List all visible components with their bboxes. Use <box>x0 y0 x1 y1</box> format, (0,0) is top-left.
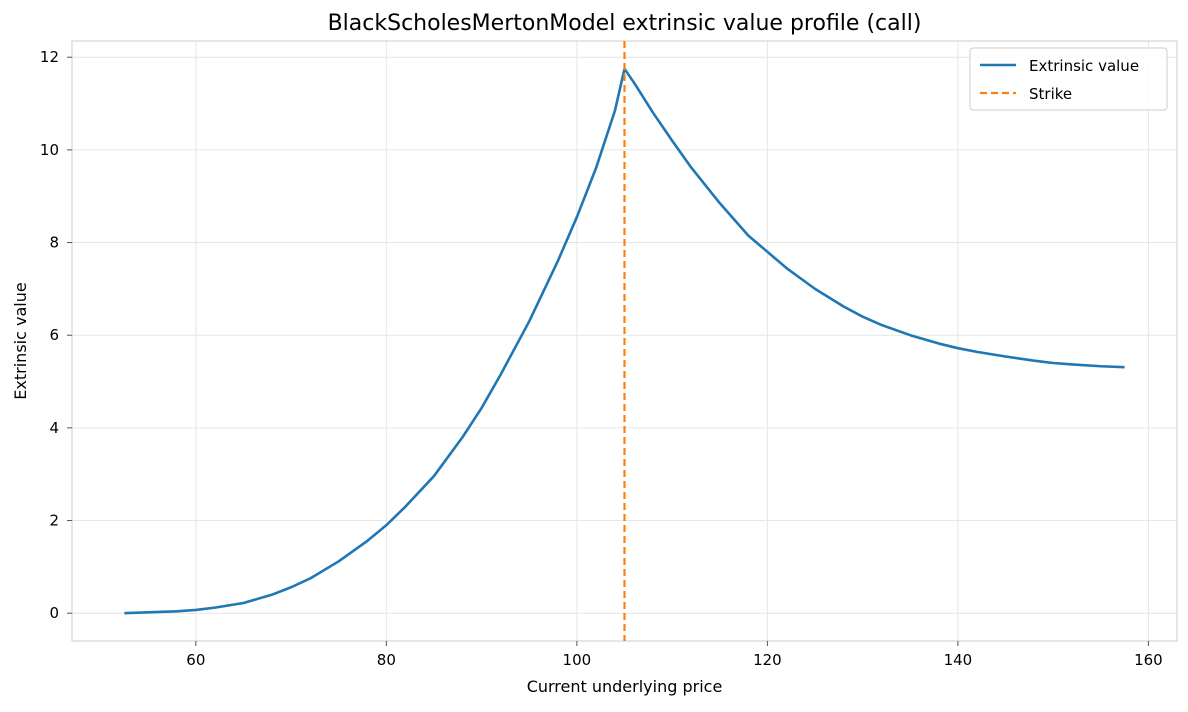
y-tick-label: 8 <box>49 234 59 252</box>
y-tick-label: 4 <box>49 419 59 437</box>
y-tick-label: 12 <box>40 48 59 66</box>
x-axis-label: Current underlying price <box>527 677 723 696</box>
x-tick-label: 80 <box>377 651 396 669</box>
axis-ticks: 60 80 100 120 140 160 0 2 4 6 8 10 12 <box>40 48 1163 669</box>
x-tick-label: 100 <box>563 651 592 669</box>
y-axis-label: Extrinsic value <box>11 282 30 399</box>
legend-box <box>969 47 1168 111</box>
series <box>124 41 1125 641</box>
legend: Extrinsic value Strike <box>969 47 1168 111</box>
x-tick-label: 60 <box>186 651 205 669</box>
y-tick-label: 10 <box>40 141 59 159</box>
y-tick-label: 0 <box>49 604 59 622</box>
legend-entry-extrinsic-value: Extrinsic value <box>1029 57 1139 75</box>
y-tick-label: 6 <box>49 326 59 344</box>
chart-title: BlackScholesMertonModel extrinsic value … <box>328 11 922 36</box>
x-tick-label: 120 <box>753 651 782 669</box>
x-tick-label: 140 <box>944 651 973 669</box>
x-tick-label: 160 <box>1134 651 1163 669</box>
y-tick-label: 2 <box>49 512 59 530</box>
legend-entry-strike: Strike <box>1029 85 1072 103</box>
